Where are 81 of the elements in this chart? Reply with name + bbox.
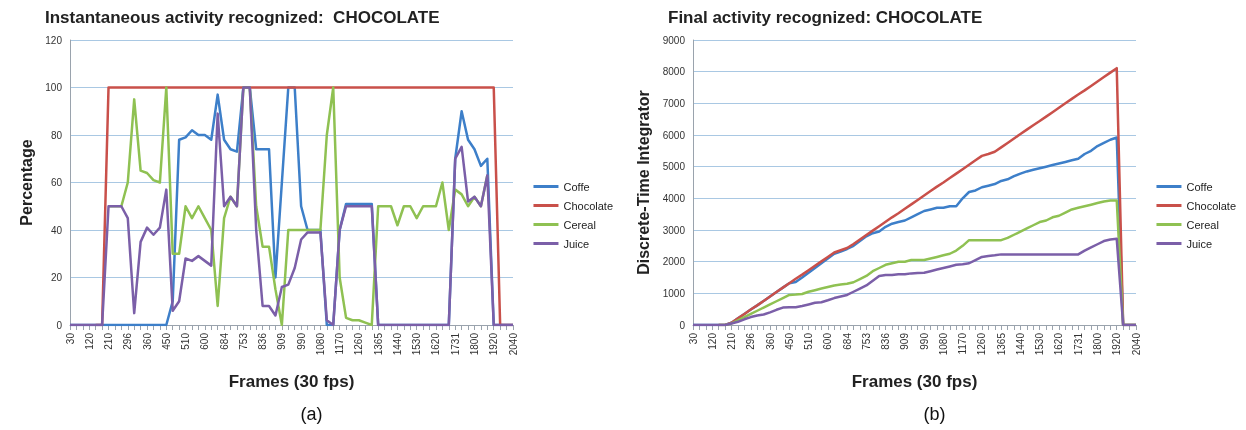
x-tick-label: 450 xyxy=(783,332,795,350)
x-tick-label: 600 xyxy=(822,332,834,350)
y-tick-label: 80 xyxy=(50,129,63,141)
x-tick-label: 990 xyxy=(918,332,930,350)
text: (a) xyxy=(300,404,323,424)
x-tick-label: 1080 xyxy=(937,332,949,356)
x-tick-label: 1731 xyxy=(1072,332,1084,356)
y-tick-label: 6000 xyxy=(662,129,686,141)
x-tick-label: 360 xyxy=(764,332,776,350)
x-tick-label: 210 xyxy=(726,332,738,350)
legend-label: Coffe xyxy=(1186,180,1213,193)
x-tick-label: 1440 xyxy=(391,332,403,356)
x-tick-label: 1731 xyxy=(449,332,461,356)
x-tick-label: 120 xyxy=(83,332,95,350)
x-tick-label: 753 xyxy=(237,332,249,350)
x-tick-label: 1920 xyxy=(488,332,500,356)
x-tick-label: 1170 xyxy=(334,332,346,355)
x-tick-label: 753 xyxy=(860,332,872,350)
x-axis-title: Frames (30 fps) xyxy=(228,372,355,391)
legend-label: Cereal xyxy=(563,218,596,231)
legend-label: Chocolate xyxy=(563,199,614,212)
x-tick-label: 2040 xyxy=(507,332,519,356)
y-tick-label: 120 xyxy=(45,34,63,46)
x-tick-label: 30 xyxy=(64,332,76,345)
x-tick-label: 990 xyxy=(295,332,307,350)
x-tick-label: 1800 xyxy=(468,332,480,356)
x-tick-label: 296 xyxy=(122,332,134,350)
y-axis-title: Percentage xyxy=(17,139,35,226)
x-tick-label: 1920 xyxy=(1111,332,1123,356)
y-tick-label: 0 xyxy=(679,319,686,331)
y-tick-label: 8000 xyxy=(662,66,686,78)
y-tick-label: 2000 xyxy=(662,256,686,268)
x-tick-label: 510 xyxy=(803,332,815,350)
x-tick-label: 684 xyxy=(218,332,230,350)
y-tick-label: 7000 xyxy=(662,97,686,109)
legend-label: Juice xyxy=(1186,237,1213,250)
x-tick-label: 1530 xyxy=(1034,332,1046,356)
text: (b) xyxy=(923,404,946,424)
x-tick-label: 1800 xyxy=(1091,332,1103,356)
x-tick-label: 1365 xyxy=(995,332,1007,356)
x-tick-label: 1260 xyxy=(353,332,365,356)
y-tick-label: 1000 xyxy=(662,287,686,299)
x-tick-label: 30 xyxy=(687,332,699,345)
y-tick-label: 40 xyxy=(50,224,63,236)
x-tick-label: 2040 xyxy=(1130,332,1142,356)
x-tick-label: 296 xyxy=(745,332,757,350)
x-tick-label: 1080 xyxy=(314,332,326,356)
y-tick-label: 4000 xyxy=(662,192,686,204)
y-tick-label: 60 xyxy=(50,177,63,188)
x-tick-label: 1620 xyxy=(1053,332,1065,356)
x-tick-label: 1530 xyxy=(411,332,423,356)
y-tick-label: 20 xyxy=(50,272,63,283)
y-tick-label: 9000 xyxy=(662,34,686,46)
x-tick-label: 909 xyxy=(276,332,288,350)
legend-label: Chocolate xyxy=(1186,199,1237,212)
x-tick-label: 450 xyxy=(160,332,172,350)
x-tick-label: 600 xyxy=(199,332,211,350)
chart-title: Instantaneous activity recognized: CHOCOLATE xyxy=(45,8,440,27)
x-tick-label: 1365 xyxy=(372,332,384,356)
x-tick-label: 836 xyxy=(880,332,892,350)
chart-title: Final activity recognized: CHOCOLATE xyxy=(668,8,983,27)
x-tick-label: 1260 xyxy=(976,332,988,356)
x-tick-label: 1440 xyxy=(1014,332,1026,356)
y-tick-label: 0 xyxy=(56,319,63,331)
y-axis-title: Discrete-Time Integrator xyxy=(635,90,653,275)
y-tick-label: 3000 xyxy=(662,224,686,236)
x-tick-label: 1170 xyxy=(957,332,969,355)
x-tick-label: 836 xyxy=(257,332,269,350)
x-axis-title: Frames (30 fps) xyxy=(851,372,978,391)
x-tick-label: 120 xyxy=(706,332,718,350)
x-tick-label: 684 xyxy=(841,332,853,350)
y-tick-label: 100 xyxy=(45,82,63,93)
legend-label: Juice xyxy=(563,237,590,250)
x-tick-label: 210 xyxy=(103,332,115,350)
x-tick-label: 909 xyxy=(899,332,911,350)
x-tick-label: 1620 xyxy=(430,332,442,356)
y-tick-label: 5000 xyxy=(662,161,686,173)
x-tick-label: 360 xyxy=(141,332,153,350)
legend-label: Cereal xyxy=(1186,218,1219,231)
x-tick-label: 510 xyxy=(180,332,192,350)
legend-label: Coffe xyxy=(563,180,590,193)
